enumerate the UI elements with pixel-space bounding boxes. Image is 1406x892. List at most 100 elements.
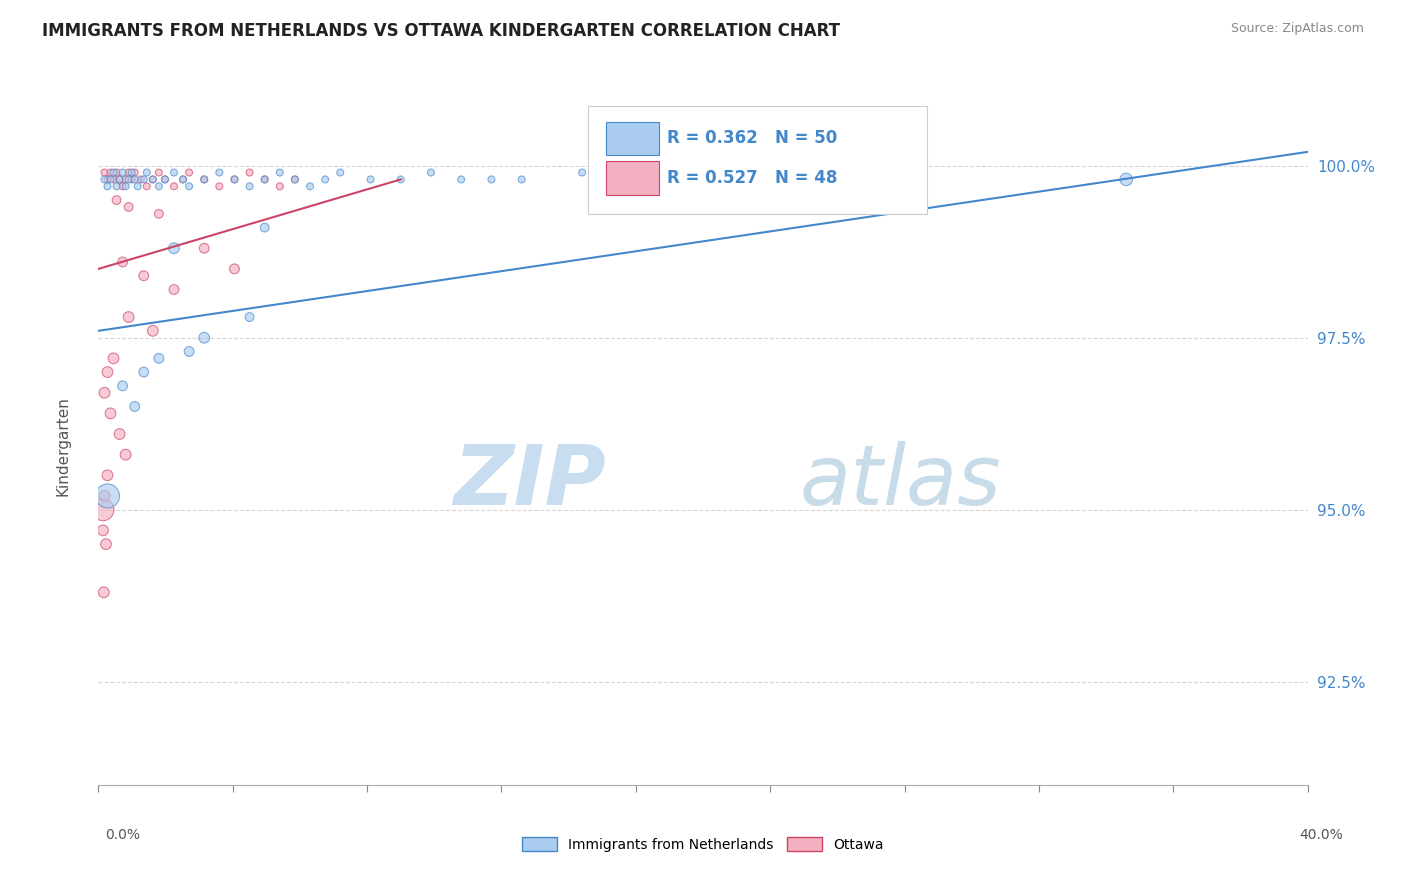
Point [124, 165, 146, 179]
Point [121, 165, 143, 179]
Point [93, 172, 115, 186]
Point [124, 400, 146, 414]
Point [253, 172, 276, 186]
Point [153, 172, 176, 186]
Text: ZIP: ZIP [454, 441, 606, 522]
Point [129, 172, 152, 186]
Point [269, 165, 291, 179]
Point [94, 537, 117, 551]
FancyBboxPatch shape [606, 161, 659, 194]
Point [299, 179, 322, 194]
Point [114, 179, 136, 194]
Point [96, 172, 118, 186]
Point [179, 165, 201, 179]
Point [239, 310, 262, 324]
Point [93, 585, 115, 599]
Point [100, 165, 122, 179]
Point [481, 172, 503, 186]
Point [108, 172, 131, 186]
Point [96, 489, 118, 503]
Point [114, 448, 136, 462]
Point [208, 179, 231, 194]
Point [105, 165, 128, 179]
Point [172, 172, 194, 186]
Point [510, 172, 533, 186]
Point [208, 165, 231, 179]
Point [114, 172, 136, 186]
Point [132, 365, 155, 379]
Point [103, 172, 125, 186]
Point [179, 179, 201, 194]
Text: R = 0.362   N = 50: R = 0.362 N = 50 [666, 129, 837, 147]
FancyBboxPatch shape [588, 106, 927, 214]
Point [239, 165, 262, 179]
Point [111, 255, 134, 269]
Point [105, 179, 128, 194]
Point [193, 172, 215, 186]
Point [132, 268, 155, 283]
Point [118, 200, 141, 214]
Point [96, 365, 118, 379]
Point [142, 172, 165, 186]
Point [148, 207, 170, 221]
Point [105, 193, 128, 207]
Point [224, 172, 246, 186]
Text: atlas: atlas [800, 441, 1001, 522]
Point [96, 179, 118, 194]
Point [224, 261, 246, 276]
Point [269, 179, 291, 194]
FancyBboxPatch shape [606, 121, 659, 155]
Point [148, 351, 170, 366]
Point [111, 165, 134, 179]
Point [163, 165, 186, 179]
Text: 0.0%: 0.0% [105, 828, 141, 842]
Point [103, 351, 125, 366]
Point [142, 172, 165, 186]
Point [142, 324, 165, 338]
Point [420, 165, 443, 179]
Point [100, 406, 122, 420]
Point [118, 310, 141, 324]
Text: Source: ZipAtlas.com: Source: ZipAtlas.com [1230, 22, 1364, 36]
Point [163, 179, 186, 194]
Point [91, 502, 114, 516]
Point [389, 172, 412, 186]
Point [127, 179, 149, 194]
Point [124, 172, 146, 186]
Legend: Immigrants from Netherlands, Ottawa: Immigrants from Netherlands, Ottawa [517, 831, 889, 857]
Point [284, 172, 307, 186]
Point [103, 165, 125, 179]
Point [193, 241, 215, 255]
Text: IMMIGRANTS FROM NETHERLANDS VS OTTAWA KINDERGARTEN CORRELATION CHART: IMMIGRANTS FROM NETHERLANDS VS OTTAWA KI… [42, 22, 841, 40]
Point [108, 427, 131, 442]
Point [450, 172, 472, 186]
Point [100, 172, 122, 186]
Point [163, 241, 186, 255]
Point [118, 172, 141, 186]
Point [314, 172, 336, 186]
Point [253, 220, 276, 235]
Point [111, 179, 134, 194]
Point [111, 379, 134, 393]
Point [1115, 172, 1137, 186]
Point [571, 165, 593, 179]
Point [148, 179, 170, 194]
Point [108, 172, 131, 186]
Point [93, 489, 115, 503]
Point [93, 165, 115, 179]
Point [253, 172, 276, 186]
Point [360, 172, 382, 186]
Point [121, 172, 143, 186]
Point [135, 165, 157, 179]
Point [135, 179, 157, 194]
Point [224, 172, 246, 186]
Point [93, 385, 115, 400]
Point [179, 344, 201, 359]
Point [329, 165, 352, 179]
Point [239, 179, 262, 194]
Point [193, 331, 215, 345]
Text: Kindergarten: Kindergarten [56, 396, 70, 496]
Point [91, 524, 114, 538]
Point [96, 468, 118, 483]
Point [844, 193, 866, 207]
